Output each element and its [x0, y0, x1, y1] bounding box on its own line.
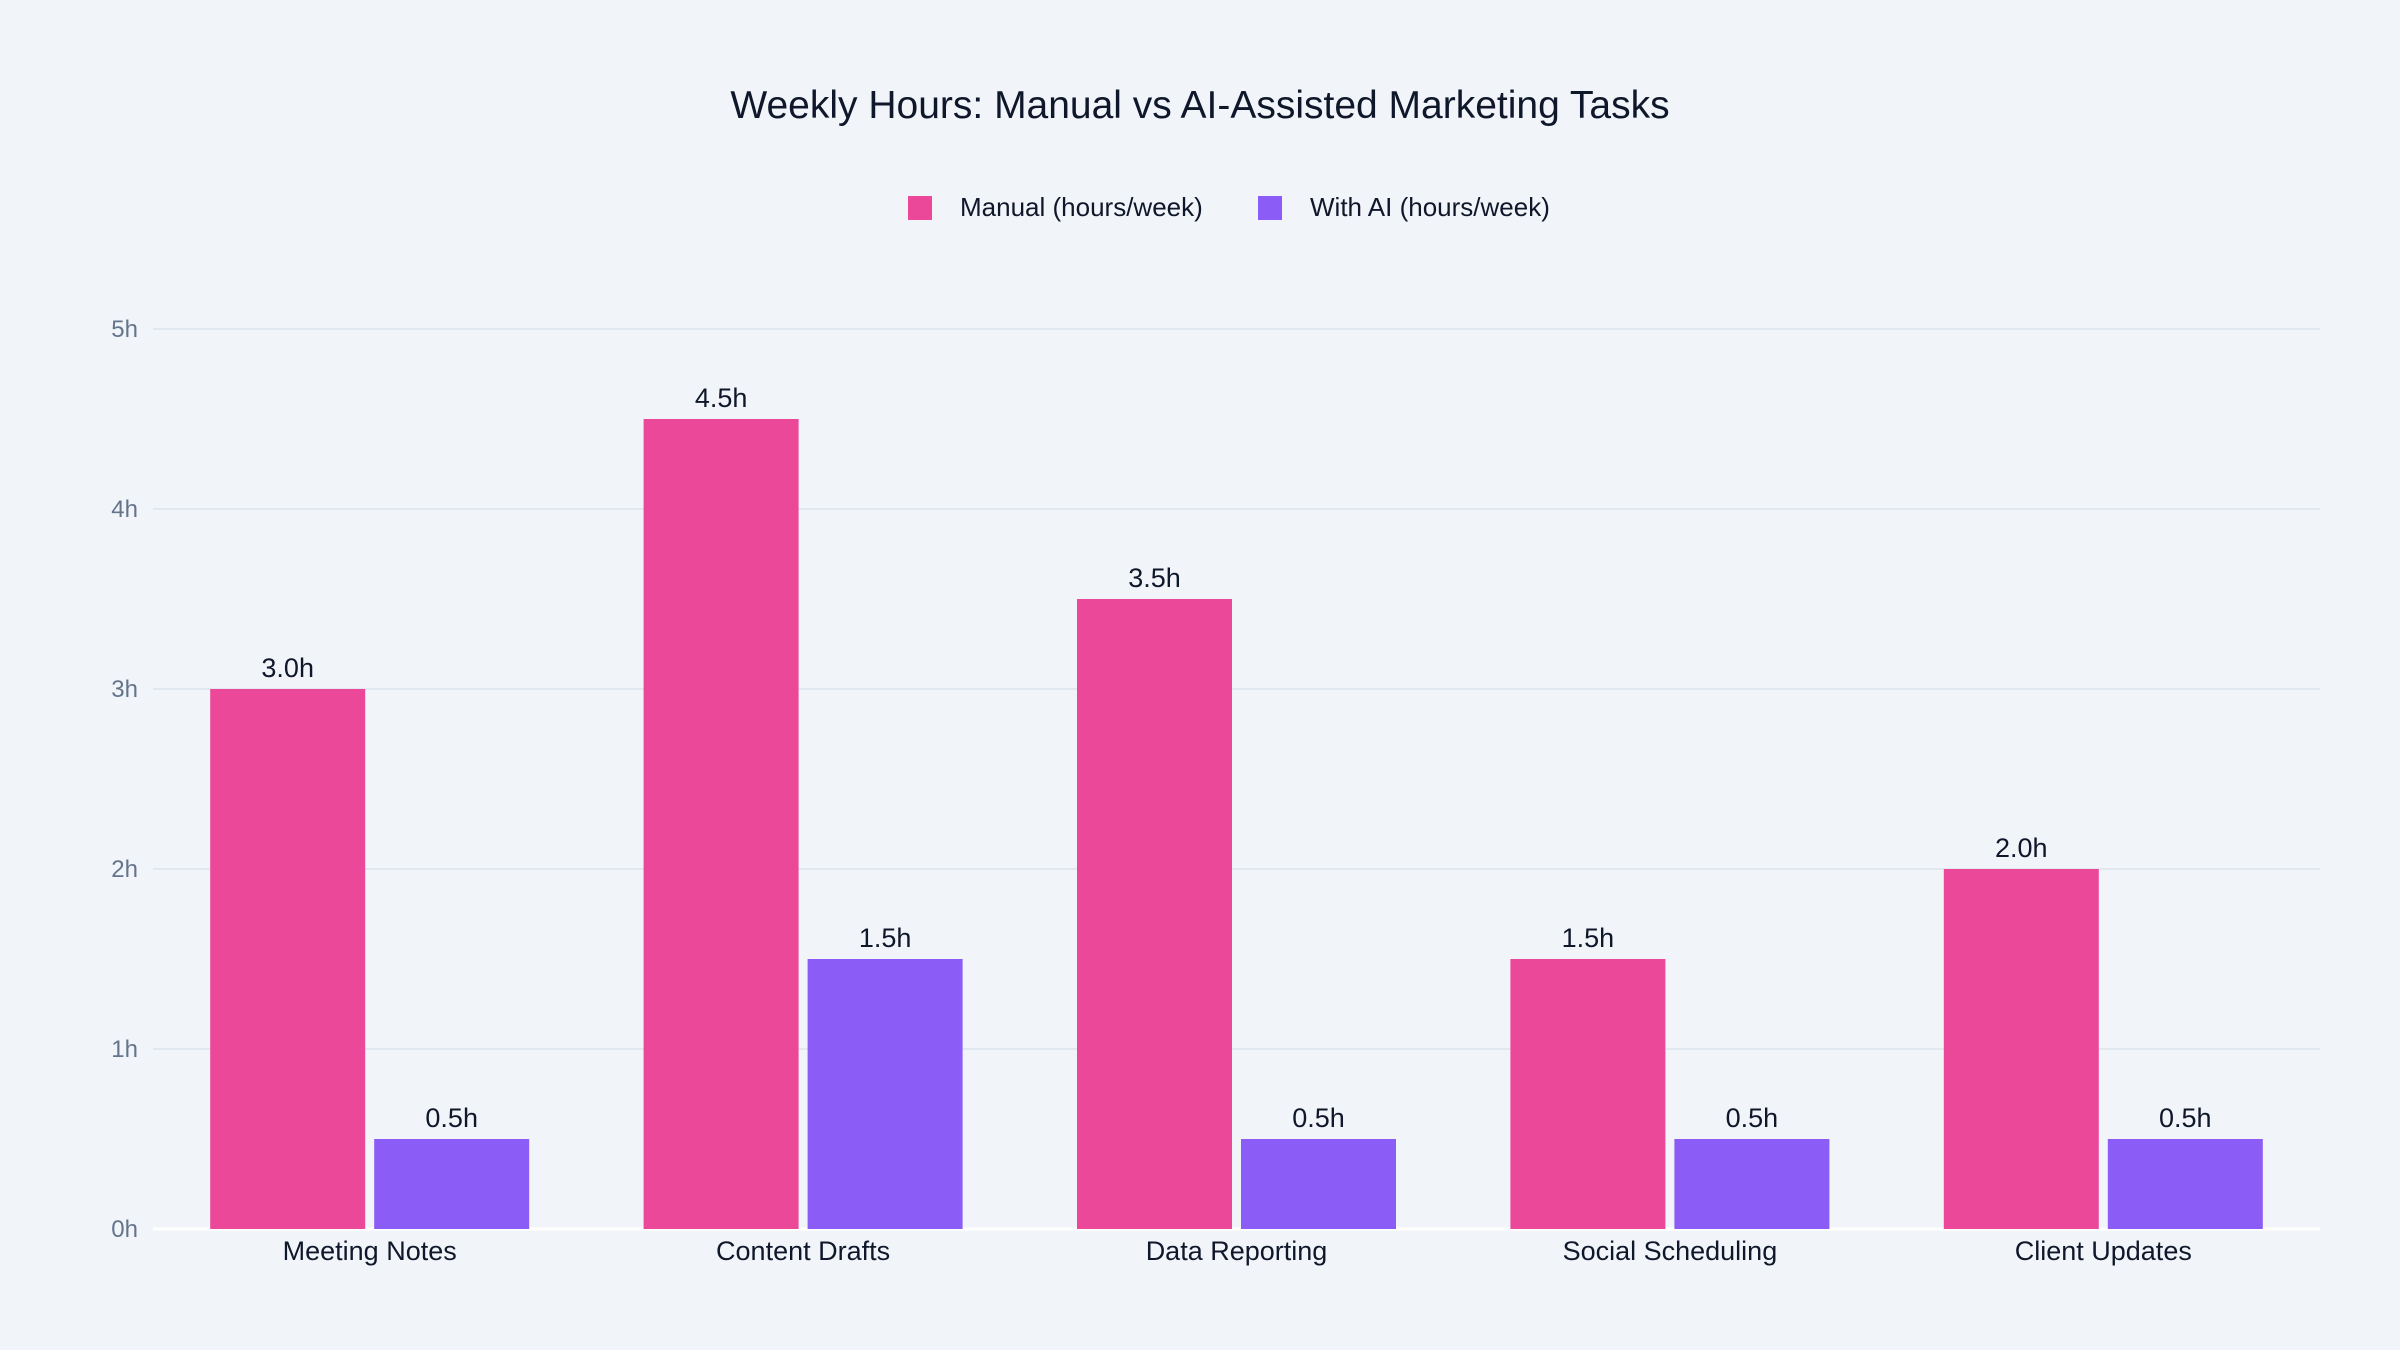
legend-label-manual: Manual (hours/week)	[960, 192, 1203, 222]
bar-ai	[374, 1139, 530, 1229]
bar-ai	[1674, 1139, 1830, 1229]
y-tick-label: 0h	[111, 1216, 138, 1243]
bar-value-label: 0.5h	[2159, 1103, 2212, 1133]
x-tick-label: Data Reporting	[1146, 1236, 1328, 1266]
x-tick-label: Meeting Notes	[283, 1236, 457, 1266]
bar-value-label: 4.5h	[695, 383, 748, 413]
x-tick-label: Content Drafts	[716, 1236, 890, 1266]
bar-manual	[643, 419, 799, 1229]
x-tick-label: Client Updates	[2015, 1236, 2192, 1266]
bar-value-label: 2.0h	[1995, 833, 2048, 863]
bar-value-label: 0.5h	[1292, 1103, 1345, 1133]
bar-ai	[2107, 1139, 2263, 1229]
y-tick-label: 3h	[111, 676, 138, 703]
bar-value-label: 3.0h	[261, 653, 314, 683]
legend-swatch-manual	[908, 195, 932, 220]
bar-ai	[1241, 1139, 1396, 1229]
legend-item-ai[interactable]: With AI (hours/week)	[1258, 192, 1550, 223]
bar-manual	[210, 689, 366, 1229]
bar-manual	[1510, 959, 1666, 1229]
bar-ai	[807, 959, 963, 1229]
y-tick-label: 1h	[111, 1036, 138, 1063]
y-tick-label: 4h	[111, 496, 138, 523]
bar-value-label: 1.5h	[859, 923, 912, 953]
bar-value-label: 3.5h	[1128, 563, 1181, 593]
legend-label-ai: With AI (hours/week)	[1310, 192, 1550, 222]
x-tick-label: Social Scheduling	[1563, 1236, 1778, 1266]
bar-manual	[1077, 599, 1232, 1229]
bar-value-label: 0.5h	[1726, 1103, 1779, 1133]
legend-swatch-ai	[1258, 195, 1282, 220]
bar-value-label: 1.5h	[1562, 923, 1615, 953]
chart-title: Weekly Hours: Manual vs AI-Assisted Mark…	[730, 84, 1670, 127]
y-tick-label: 5h	[111, 316, 138, 343]
bar-manual	[1943, 869, 2099, 1229]
legend-item-manual[interactable]: Manual (hours/week)	[908, 192, 1203, 223]
bar-value-label: 0.5h	[425, 1103, 478, 1133]
y-tick-label: 2h	[111, 856, 138, 883]
